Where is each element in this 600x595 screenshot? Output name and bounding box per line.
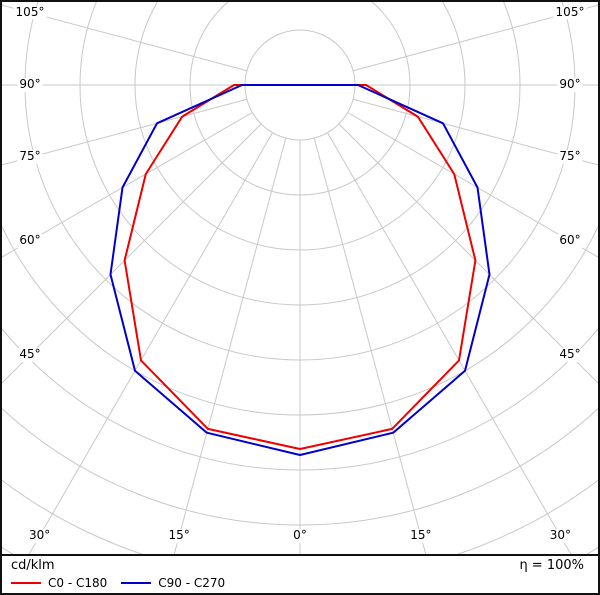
polar-grid-radial: [2, 123, 262, 384]
polar-grid-radial: [352, 4, 598, 72]
legend-item-c90-c270: C90 - C270: [121, 576, 225, 590]
polar-grid-radial: [28, 132, 273, 554]
legend: cd/klm η = 100% C0 - C180 C90 - C270: [2, 556, 598, 593]
polar-grid-radial: [2, 112, 253, 258]
efficiency-label: η = 100%: [519, 558, 584, 573]
curve-c0-c180: [123, 84, 477, 450]
units-label: cd/klm: [11, 558, 55, 573]
legend-swatch-c90-c270: [121, 582, 152, 584]
polar-grid-radial: [173, 137, 287, 554]
legend-item-label: C90 - C270: [158, 576, 226, 590]
polar-grid-radial: [2, 4, 248, 72]
polar-grid-radial: [327, 132, 572, 554]
polar-chart-canvas: [2, 2, 598, 554]
polar-grid-radial: [2, 98, 248, 166]
polar-grid-radial: [347, 112, 598, 258]
polar-chart-area: 45° 45° 60° 60° 75° 75° 90° 90° 105° 105° 0° 15° 15°…: [2, 2, 598, 556]
legend-items: C0 - C180 C90 - C270: [11, 576, 225, 590]
curve-c90-c270: [109, 84, 491, 456]
legend-item-c0-c180: C0 - C180: [11, 576, 107, 590]
polar-grid-radial: [338, 123, 598, 384]
polar-grid-radial: [352, 98, 598, 166]
legend-swatch-c0-c180: [11, 582, 41, 584]
polar-grid-radial: [313, 137, 427, 554]
legend-item-label: C0 - C180: [48, 576, 108, 590]
